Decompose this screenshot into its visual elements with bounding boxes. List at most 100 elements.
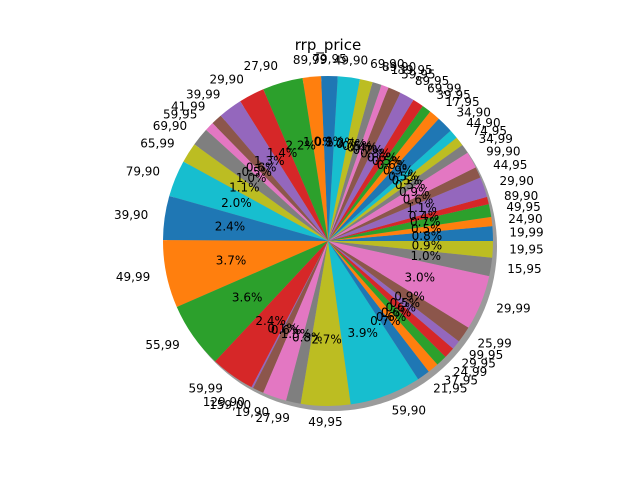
slice-percent-label: 0.4% <box>409 209 440 223</box>
pie-slice <box>328 204 492 241</box>
slice-percent-label: 2.0% <box>221 196 252 210</box>
pie-slice <box>212 115 328 241</box>
pie-slice <box>328 241 419 405</box>
slice-label: 69,99 <box>427 82 461 96</box>
slice-label: 59,95 <box>401 67 435 81</box>
slice-label: 24,99 <box>453 365 487 379</box>
pie-slice <box>328 152 476 241</box>
pie-slice <box>328 105 431 241</box>
pie-slice <box>328 137 463 241</box>
pie-slice <box>328 130 457 241</box>
slice-percent-label: 0.5% <box>411 222 442 236</box>
pie-slice <box>328 241 490 328</box>
slice-label: 44,95 <box>493 158 527 172</box>
slice-percent-label: 0.5% <box>388 169 419 183</box>
slice-label: 55,99 <box>145 338 179 352</box>
slice-label: 24,90 <box>508 212 542 226</box>
pie-slice <box>300 241 351 407</box>
slice-percent-label: 0.8% <box>360 147 391 161</box>
pie-slice <box>328 167 481 241</box>
slice-label: 17,95 <box>445 95 479 109</box>
slice-label: 29,95 <box>461 356 495 370</box>
pie-slice <box>328 177 487 241</box>
pie-slice <box>240 89 328 242</box>
pie-slice <box>328 118 451 241</box>
slice-label: 49,95 <box>506 200 540 214</box>
slice-label: 159,00 <box>209 398 251 412</box>
slice-percent-label: 0.1% <box>267 321 298 335</box>
slice-percent-label: 1.3% <box>281 327 312 341</box>
slice-percent-label: 0.6% <box>386 301 417 315</box>
slice-percent-label: 1.3% <box>254 154 285 168</box>
pie-slice <box>328 145 468 241</box>
slice-label: 29,90 <box>500 174 534 188</box>
slice-percent-label: 1.1% <box>229 181 260 195</box>
pie-slice <box>302 76 328 242</box>
slice-label: 59,90 <box>392 403 426 417</box>
slice-percent-label: 0.7% <box>353 143 384 157</box>
slice-percent-label: 3.9% <box>347 326 378 340</box>
pie-slice <box>328 216 493 241</box>
pie-slice <box>176 241 328 362</box>
pie-slice <box>328 196 489 241</box>
slice-label: 79,95 <box>312 52 346 66</box>
slice-percent-label: 0.7% <box>336 137 367 151</box>
slice-percent-label: 0.5% <box>395 178 426 192</box>
slice-label: 39,90 <box>114 208 148 222</box>
slice-percent-label: 0.6% <box>271 323 302 337</box>
slice-percent-label: 1.0% <box>236 171 267 185</box>
pie-slice <box>286 241 328 404</box>
slice-percent-label: 0.8% <box>292 330 323 344</box>
slice-label: 41,99 <box>171 100 205 114</box>
slice-percent-label: 0.9% <box>399 185 430 199</box>
slice-percent-label: 0.5% <box>392 174 423 188</box>
slice-label: 89,90 <box>504 189 538 203</box>
slice-label: 34,90 <box>457 105 491 119</box>
pie-slice <box>328 226 494 241</box>
pie-slice <box>263 77 328 241</box>
slice-percent-label: 0.7% <box>370 314 401 328</box>
slice-label: 19,99 <box>509 225 543 239</box>
pie-slice <box>162 240 328 308</box>
pie-slice <box>215 241 328 388</box>
slice-label: 79,90 <box>126 165 160 179</box>
pie-slice <box>328 99 423 241</box>
slice-label: 49,90 <box>334 53 368 67</box>
pie-slice <box>328 79 373 241</box>
slice-label: 49,99 <box>116 270 150 284</box>
slice-percent-label: 3.7% <box>216 253 247 267</box>
slice-percent-label: 1.1% <box>406 201 437 215</box>
slice-percent-label: 0.5% <box>372 154 403 168</box>
slice-label: 129,90 <box>203 395 245 409</box>
slice-label: 99,95 <box>469 348 503 362</box>
slice-percent-label: 1.0% <box>411 249 442 263</box>
pie-slices <box>162 76 494 407</box>
slice-percent-label: 0.5% <box>342 139 373 153</box>
pie-slice <box>328 111 439 241</box>
slice-percent-label: 2.7% <box>311 332 342 346</box>
slice-label: 65,99 <box>140 136 174 150</box>
slice-label: 29,99 <box>496 301 530 315</box>
pie-slice <box>328 92 414 241</box>
slice-percent-label: 2.4% <box>255 314 286 328</box>
pie-slice <box>183 144 328 241</box>
pie-slice <box>206 123 328 241</box>
slice-percent-label: 0.6% <box>403 192 434 206</box>
percent-labels: 0.8%0.5%0.7%0.4%1.1%0.6%0.9%0.5%0.5%0.5%… <box>215 135 442 347</box>
slice-percent-label: 0.9% <box>383 164 414 178</box>
slice-label: 99,90 <box>486 144 520 158</box>
slice-percent-label: 0.6% <box>246 161 277 175</box>
slice-label: 74,95 <box>473 124 507 138</box>
slice-percent-label: 2.4% <box>215 220 246 234</box>
slice-percent-label: 0.5% <box>241 165 272 179</box>
slice-percent-label: 0.6% <box>377 158 408 172</box>
slice-percent-label: 0.5% <box>390 296 421 310</box>
pie-slice <box>328 241 438 372</box>
slice-percent-label: 1.0% <box>303 135 334 149</box>
slice-label: 44,90 <box>466 116 500 130</box>
pie-slice <box>328 241 446 365</box>
slice-percent-label: 0.7% <box>410 215 441 229</box>
slice-percent-label: 0.6% <box>376 310 407 324</box>
pie-slice <box>263 241 328 401</box>
